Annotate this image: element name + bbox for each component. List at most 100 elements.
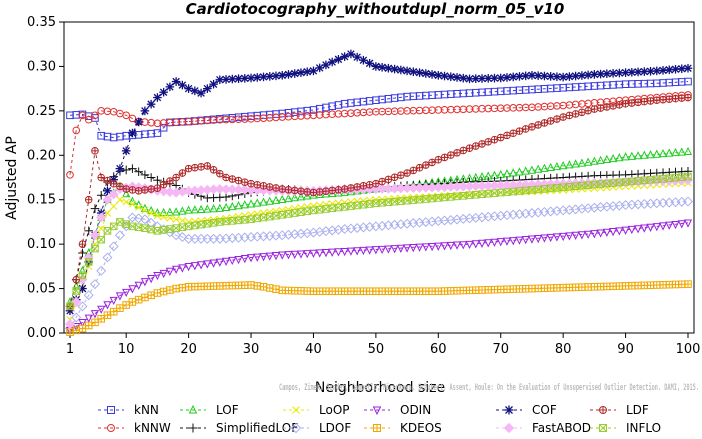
data-point-lof (284, 193, 293, 203)
data-point-simplifiedlof (683, 166, 693, 176)
data-point-kdeos (103, 311, 112, 320)
data-point-cof (427, 70, 437, 79)
data-point-ldf (422, 161, 430, 169)
data-point-cof (153, 93, 162, 102)
data-point-odin (640, 224, 649, 233)
data-point-ldf (272, 184, 280, 192)
data-point-ldf (128, 186, 137, 194)
data-point-cof (540, 71, 549, 81)
data-point-cof (452, 73, 462, 82)
data-point-lof (172, 207, 181, 216)
data-point-ldf (596, 104, 605, 112)
data-point-odin (259, 253, 268, 262)
data-point-ldf (571, 110, 580, 118)
data-point-inflo (284, 210, 293, 218)
data-point-ldf (490, 135, 499, 144)
data-point-lof (665, 148, 674, 157)
data-point-odin (427, 242, 437, 252)
data-point-odin (608, 228, 618, 237)
data-point-inflo (178, 223, 187, 232)
data-point-inflo (103, 227, 112, 235)
data-point-ldf (103, 176, 112, 185)
data-point-ldf (203, 162, 212, 170)
data-point-kdeos (590, 282, 599, 291)
data-point-ldf (97, 173, 106, 182)
data-point-kdeos (440, 287, 449, 295)
legend-label-fastabod: FastABOD (532, 421, 591, 434)
data-point-kdeos (546, 284, 555, 292)
data-point-kdeos (415, 287, 424, 296)
data-point-inflo (540, 185, 549, 193)
data-point-knn (159, 123, 168, 132)
data-point-ldf (297, 187, 305, 195)
data-point-ldf (78, 240, 87, 248)
data-point-cof (409, 67, 418, 77)
data-point-cof (415, 68, 424, 77)
data-point-cof (240, 74, 250, 83)
legend-marker (504, 405, 514, 415)
data-point-loop (141, 206, 149, 215)
data-point-ldf (390, 173, 399, 182)
x-tick-label: 100 (676, 342, 701, 357)
data-point-ldf (521, 125, 530, 133)
x-tick-label: 80 (555, 342, 572, 357)
legend-label-loop: LoOP (319, 403, 350, 417)
plot-area-frame (63, 21, 695, 334)
data-point-kdeos (272, 285, 280, 293)
data-point-kdeos (490, 285, 499, 294)
x-tick-label: 10 (118, 342, 135, 357)
data-point-ldf (209, 165, 218, 174)
legend-marker (188, 404, 198, 414)
data-point-odin (221, 257, 231, 266)
data-point-kdeos (578, 283, 586, 291)
data-point-kdeos (528, 284, 536, 293)
data-point-lof (540, 163, 549, 172)
data-point-ldof (71, 312, 82, 323)
data-point-ldf (540, 119, 549, 127)
data-point-kdeos (503, 285, 511, 294)
data-point-ldf (290, 186, 299, 195)
data-point-loop (103, 209, 112, 217)
data-point-cof (184, 84, 193, 93)
chart-title: Cardiotocography_withoutdupl_norm_05_v10 (186, 0, 565, 18)
data-point-kdeos (478, 286, 486, 294)
data-point-odin (178, 264, 187, 273)
data-point-loop (172, 215, 180, 223)
data-point-odin (184, 263, 193, 272)
legend-marker (372, 406, 382, 416)
data-point-kdeos (484, 286, 493, 294)
data-point-lof (234, 201, 243, 210)
data-point-loop (128, 200, 137, 208)
data-point-ldof (682, 196, 694, 207)
data-point-kdeos (153, 289, 162, 297)
data-point-inflo (259, 213, 268, 222)
data-point-odin (396, 244, 405, 253)
legend-item-ldof: LDOF (283, 421, 351, 435)
data-point-kdeos (615, 282, 624, 290)
legend-label-cof: COF (532, 403, 557, 417)
data-point-ldof (133, 213, 144, 224)
data-point-loop (135, 203, 143, 211)
data-point-lof (521, 166, 530, 175)
data-point-ldf (147, 185, 155, 193)
data-point-odin (384, 245, 393, 254)
data-point-ldf (665, 95, 674, 103)
data-point-odin (365, 246, 374, 255)
data-point-odin (190, 262, 199, 271)
data-point-odin (559, 232, 568, 242)
data-point-ldf (315, 188, 324, 196)
legend-marker (373, 424, 381, 432)
data-point-ldof (146, 217, 157, 228)
data-point-cof (302, 67, 312, 77)
data-point-odin (540, 234, 549, 243)
data-point-lof (509, 168, 518, 177)
data-point-odin (128, 285, 137, 294)
data-point-kdeos (340, 287, 349, 296)
data-point-odin (334, 248, 343, 257)
data-point-cof (377, 63, 387, 72)
data-point-ldf (365, 180, 374, 189)
data-point-lof (640, 150, 649, 159)
data-point-kdeos (453, 286, 461, 295)
data-point-kdeos (422, 287, 430, 296)
data-point-odin (571, 231, 580, 240)
